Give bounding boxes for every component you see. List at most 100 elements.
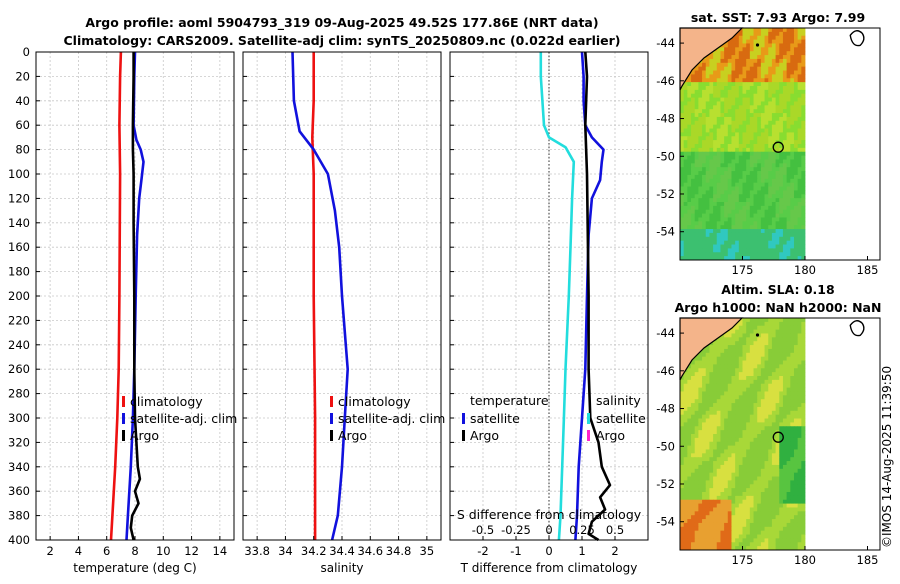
raster-cell [801,190,806,195]
raster-cell [705,345,710,350]
raster-cell [771,167,776,172]
raster-cell [786,93,791,98]
raster-cell [724,171,729,176]
raster-cell [775,186,780,191]
raster-cell [786,232,791,238]
raster-cell [683,372,688,377]
series-t-argo [583,51,612,542]
raster-cell [749,372,754,377]
raster-cell [683,151,688,156]
raster-cell [760,155,765,160]
raster-cell [779,526,784,532]
raster-cell [760,379,765,385]
raster-cell [680,124,685,129]
raster-cell [760,391,765,396]
raster-cell [680,236,685,242]
raster-cell [771,318,776,323]
raster-cell [738,155,743,160]
raster-cell [691,155,696,160]
raster-cell [683,248,688,253]
raster-cell [801,449,806,454]
raster-cell [731,345,736,350]
raster-cell [735,186,740,191]
raster-cell [735,422,740,427]
raster-cell [749,209,754,214]
raster-cell [705,488,710,493]
raster-cell [742,364,747,369]
raster-cell [801,116,806,122]
raster-cell [702,159,707,164]
raster-cell [746,379,751,385]
raster-cell [793,507,799,512]
raster-cell [793,406,799,412]
raster-cell [771,403,776,408]
raster-cell [779,155,784,160]
raster-cell [771,492,776,497]
raster-cell [709,256,714,261]
raster-cell [698,484,703,489]
raster-cell [771,163,776,168]
raster-cell [742,74,747,79]
raster-cell [735,372,740,377]
raster-cell [764,352,769,358]
raster-cell [716,488,721,493]
raster-cell [753,441,758,446]
raster-cell [680,244,685,249]
raster-cell [793,472,799,477]
raster-cell [713,399,718,404]
raster-cell [779,221,784,226]
raster-cell [801,202,806,207]
raster-cell [775,542,780,547]
raster-cell [797,82,802,87]
raster-cell [724,47,729,52]
raster-cell [801,403,806,408]
raster-cell [691,395,696,400]
raster-cell [793,461,799,466]
raster-cell [786,209,791,214]
raster-cell [749,480,754,485]
raster-cell [768,163,773,168]
raster-cell [727,372,732,377]
raster-cell [705,391,710,396]
raster-cell [727,232,732,238]
raster-cell [691,492,696,497]
raster-cell [731,97,736,102]
raster-cell [709,372,714,377]
raster-cell [724,337,729,342]
raster-cell [779,35,784,40]
x-tick-label: 4 [75,544,82,558]
raster-cell [687,109,692,114]
raster-cell [713,345,718,350]
raster-cell [731,86,736,91]
raster-cell [760,186,765,191]
s-tick-label: 0 [545,523,552,537]
raster-cell [702,97,707,102]
raster-cell [698,472,703,477]
raster-cell [760,434,765,439]
raster-cell [779,441,784,446]
raster-cell [753,364,758,369]
raster-cell [727,464,732,470]
raster-cell [753,213,758,218]
raster-cell [683,379,688,385]
raster-cell [727,89,732,95]
raster-cell [771,426,776,431]
raster-cell [793,333,799,338]
raster-cell [687,414,692,419]
raster-cell [779,519,784,524]
raster-cell [753,43,758,48]
raster-cell [757,93,762,98]
raster-cell [749,341,754,346]
raster-cell [768,372,773,377]
raster-cell [775,379,780,385]
raster-cell [694,217,699,222]
raster-cell [786,325,791,330]
raster-cell [713,530,718,535]
raster-cell [713,503,718,508]
raster-cell [738,511,743,516]
raster-cell [705,507,710,512]
raster-cell [698,236,703,242]
raster-cell [731,426,736,431]
raster-cell [757,511,762,516]
raster-cell [771,503,776,508]
